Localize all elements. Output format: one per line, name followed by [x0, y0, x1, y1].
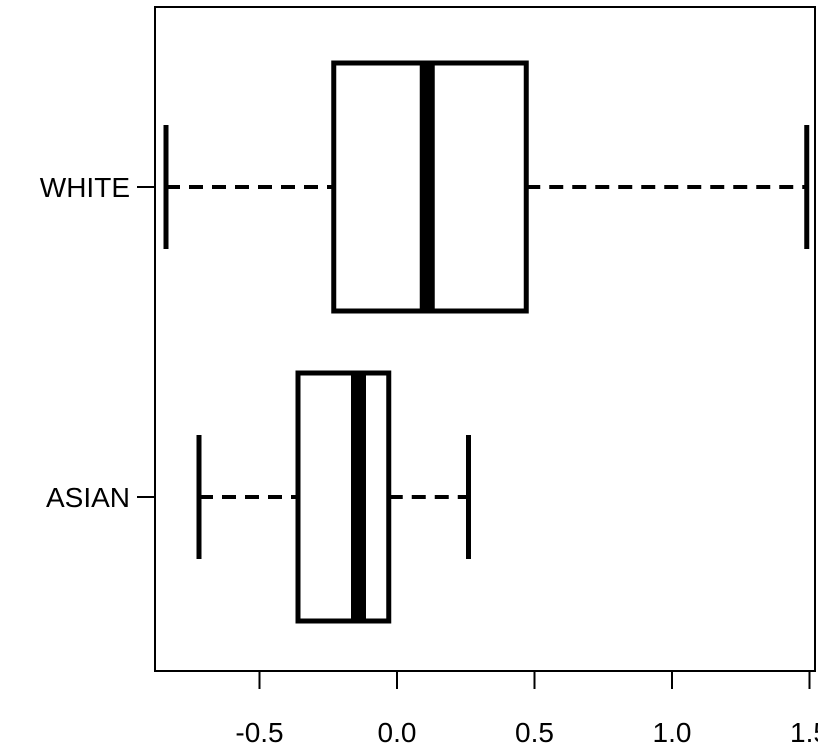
x-axis: -0.5 0.0 0.5 1.0 1.5	[235, 671, 818, 748]
box-white	[163, 60, 810, 314]
x-tick-label: 1.5	[790, 717, 818, 748]
x-tick-label: -0.5	[235, 717, 283, 748]
box-asian	[196, 370, 471, 624]
box-series	[163, 60, 810, 624]
box-iqr	[295, 370, 392, 624]
x-tick-label: 0.0	[378, 717, 417, 748]
plot-frame	[154, 6, 816, 672]
category-label: WHITE	[40, 172, 130, 203]
y-axis: WHITE ASIAN	[40, 172, 155, 513]
x-tick-label: 1.0	[653, 717, 692, 748]
category-label: ASIAN	[46, 482, 130, 513]
x-tick-label: 0.5	[515, 717, 554, 748]
